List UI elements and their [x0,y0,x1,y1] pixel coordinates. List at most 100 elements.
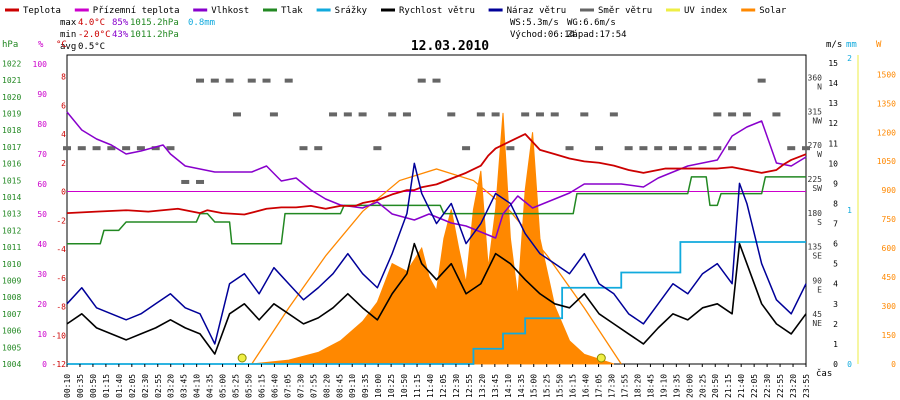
x-tick-label: 14:35 [517,374,526,398]
wind-direction-mark [166,146,175,151]
wind-direction-mark [232,112,241,117]
rain-axis-unit: mm [846,40,857,50]
x-tick-label: 16:40 [582,374,591,398]
wind-tick-label: 15 [828,59,838,68]
direction-tick-card: NW [812,116,822,125]
temperature-tick-label: 0 [61,188,66,197]
x-tick-label: 08:45 [335,374,344,398]
legend-label: Teplota [23,6,61,16]
stats-max-temp: 4.0°C [78,18,105,28]
wind-direction-mark [476,112,485,117]
x-tick-label: 07:55 [309,374,318,398]
x-tick-label: 04:10 [193,374,202,398]
pressure-tick-label: 1016 [2,160,21,169]
pressure-tick-label: 1014 [2,193,21,202]
humidity-tick-label: 10 [37,330,47,339]
x-tick-label: 20:25 [698,374,707,398]
axes: hPa% °C1022102110201019101810171016101510… [2,40,896,369]
x-tick-label: 12:05 [439,374,448,398]
x-tick-label: 13:45 [491,374,500,398]
x-tick-label: 21:40 [737,374,746,398]
solar-axis-unit: W [876,40,882,50]
wind-tick-label: 4 [833,280,838,289]
x-tick-label: 05:00 [219,374,228,398]
humidity-tick-label: 70 [37,150,47,159]
wind-tick-label: 1 [833,340,838,349]
direction-tick-deg: 225 [808,175,823,184]
solar-tick-label: 1500 [877,70,896,79]
x-axis-ticks: 00:10 00:35 00:50 01:15 01:40 02:05 02:30 02:55… [63,364,832,398]
x-tick-label: 22:05 [750,374,759,398]
wind-direction-mark [329,112,338,117]
x-tick-label: 17:30 [608,374,617,398]
solar-tick-label: 750 [882,215,897,224]
sun-marker [237,353,247,363]
wind-direction-mark [728,112,737,117]
stats-avg-label: avg [60,42,76,52]
solar-tick-label: 1200 [877,128,896,137]
x-tick-label: 01:15 [102,374,111,398]
x-tick-label: 11:15 [413,374,422,398]
humidity-axis-unit: % [38,40,44,50]
x-tick-label: 07:30 [296,374,305,398]
solar-tick-label: 1350 [877,99,896,108]
wind-direction-mark [196,179,205,184]
wind-tick-label: 7 [833,220,838,229]
x-tick-label: 16:15 [569,374,578,398]
x-tick-label: 23:20 [789,374,798,398]
wind-direction-mark [668,146,677,151]
legend-label: Solar [759,6,787,16]
wind-direction-mark [595,146,604,151]
wind-direction-mark [550,112,559,117]
pressure-tick-label: 1013 [2,210,21,219]
x-tick-label: 15:00 [530,374,539,398]
pressure-tick-label: 1017 [2,143,21,152]
rain-line [67,241,806,365]
chart-title: 12.03.2010 [411,39,489,54]
legend-label: Tlak [281,6,303,16]
wind-direction-mark [63,146,71,151]
stats-min-press: 1011.2hPa [130,30,179,40]
direction-tick-card: SW [812,184,822,193]
x-tick-label: 14:10 [504,374,513,398]
pressure-tick-label: 1005 [2,343,21,352]
x-tick-label: 06:15 [257,374,266,398]
wind-speed-line [66,242,807,355]
wind-tick-label: 12 [828,119,838,128]
wind-direction-mark [609,112,618,117]
wind-direction-mark [151,146,160,151]
x-tick-label: 17:55 [620,374,629,398]
wind-direction-mark [624,146,633,151]
x-tick-label: 18:20 [633,374,642,398]
wind-direction-mark [284,78,293,83]
direction-tick-deg: 45 [812,310,822,319]
temperature-tick-label: -4 [56,245,66,254]
rain-tick-label: 2 [847,54,852,63]
stats-block: max 4.0°C 85% 1015.2hPa 0.8mm min -2.0°C… [60,18,215,52]
wind-direction-mark [269,112,278,117]
direction-tick-card: SE [812,252,822,261]
wind-direction-mark [210,78,219,83]
solar-tick-label: 900 [882,186,897,195]
pressure-tick-label: 1004 [2,360,21,369]
temperature-tick-label: 2 [61,159,66,168]
wind-direction-mark [122,146,131,151]
x-tick-label: 15:25 [543,374,552,398]
solar-tick-label: 1050 [877,157,896,166]
x-tick-label: 10:50 [400,374,409,398]
pressure-tick-label: 1006 [2,327,21,336]
wind-gust-line [66,162,807,345]
x-tick-label: 00:10 [63,374,72,398]
x-tick-label: 22:30 [763,374,772,398]
humidity-tick-label: 100 [33,60,48,69]
direction-tick-card: W [817,150,822,159]
x-tick-label: 17:05 [595,374,604,398]
pressure-tick-label: 1018 [2,126,21,135]
humidity-tick-label: 40 [37,240,47,249]
pressure-line [67,176,806,245]
temperature-tick-label: -10 [52,331,67,340]
x-tick-label: 19:35 [672,374,681,398]
humidity-tick-label: 20 [37,300,47,309]
direction-tick-deg: 90 [812,276,822,285]
